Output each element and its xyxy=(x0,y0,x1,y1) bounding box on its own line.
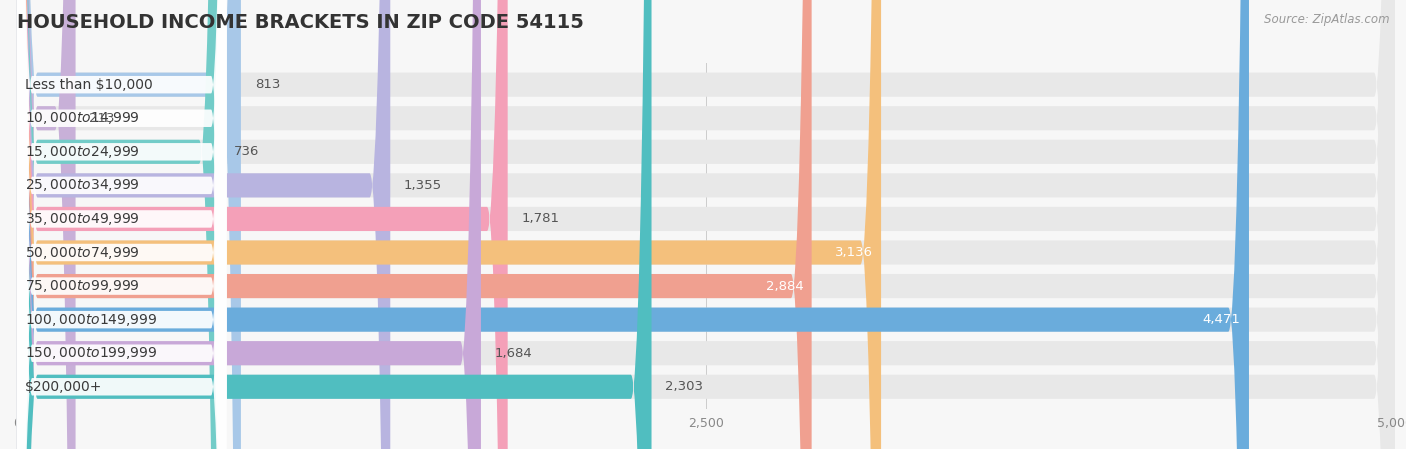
Text: 2,884: 2,884 xyxy=(766,280,803,293)
Text: 736: 736 xyxy=(233,145,259,158)
Text: 3,136: 3,136 xyxy=(835,246,873,259)
FancyBboxPatch shape xyxy=(17,0,1395,449)
Text: $150,000 to $199,999: $150,000 to $199,999 xyxy=(25,345,157,361)
FancyBboxPatch shape xyxy=(17,0,1395,449)
Text: $50,000 to $74,999: $50,000 to $74,999 xyxy=(25,245,141,260)
Text: 2,303: 2,303 xyxy=(665,380,703,393)
Text: $10,000 to $14,999: $10,000 to $14,999 xyxy=(25,110,141,126)
FancyBboxPatch shape xyxy=(17,0,391,449)
FancyBboxPatch shape xyxy=(17,0,651,449)
FancyBboxPatch shape xyxy=(17,0,226,449)
FancyBboxPatch shape xyxy=(17,0,226,449)
FancyBboxPatch shape xyxy=(17,0,226,449)
Text: 1,355: 1,355 xyxy=(404,179,441,192)
FancyBboxPatch shape xyxy=(17,0,1395,449)
FancyBboxPatch shape xyxy=(17,0,1395,449)
FancyBboxPatch shape xyxy=(17,0,1249,449)
Text: HOUSEHOLD INCOME BRACKETS IN ZIP CODE 54115: HOUSEHOLD INCOME BRACKETS IN ZIP CODE 54… xyxy=(17,13,583,32)
Text: $100,000 to $149,999: $100,000 to $149,999 xyxy=(25,312,157,328)
Text: Source: ZipAtlas.com: Source: ZipAtlas.com xyxy=(1264,13,1389,26)
FancyBboxPatch shape xyxy=(17,0,481,449)
FancyBboxPatch shape xyxy=(17,0,1395,449)
Text: 4,471: 4,471 xyxy=(1202,313,1240,326)
FancyBboxPatch shape xyxy=(17,0,226,449)
FancyBboxPatch shape xyxy=(17,0,76,449)
FancyBboxPatch shape xyxy=(17,0,226,449)
FancyBboxPatch shape xyxy=(17,0,508,449)
FancyBboxPatch shape xyxy=(17,0,1395,449)
Text: $200,000+: $200,000+ xyxy=(25,380,103,394)
FancyBboxPatch shape xyxy=(17,0,240,449)
FancyBboxPatch shape xyxy=(17,0,882,449)
FancyBboxPatch shape xyxy=(17,0,226,449)
Text: $35,000 to $49,999: $35,000 to $49,999 xyxy=(25,211,141,227)
FancyBboxPatch shape xyxy=(17,0,226,449)
FancyBboxPatch shape xyxy=(17,0,1395,449)
FancyBboxPatch shape xyxy=(17,0,226,449)
FancyBboxPatch shape xyxy=(17,0,219,449)
FancyBboxPatch shape xyxy=(17,0,1395,449)
FancyBboxPatch shape xyxy=(17,0,811,449)
FancyBboxPatch shape xyxy=(17,0,226,449)
Text: 1,781: 1,781 xyxy=(522,212,560,225)
Text: $25,000 to $34,999: $25,000 to $34,999 xyxy=(25,177,141,194)
FancyBboxPatch shape xyxy=(17,0,226,449)
Text: $15,000 to $24,999: $15,000 to $24,999 xyxy=(25,144,141,160)
Text: Less than $10,000: Less than $10,000 xyxy=(25,78,153,92)
FancyBboxPatch shape xyxy=(17,0,1395,449)
Text: 1,684: 1,684 xyxy=(495,347,533,360)
Text: $75,000 to $99,999: $75,000 to $99,999 xyxy=(25,278,141,294)
FancyBboxPatch shape xyxy=(17,0,1395,449)
Text: 813: 813 xyxy=(254,78,280,91)
Text: 213: 213 xyxy=(90,112,115,125)
